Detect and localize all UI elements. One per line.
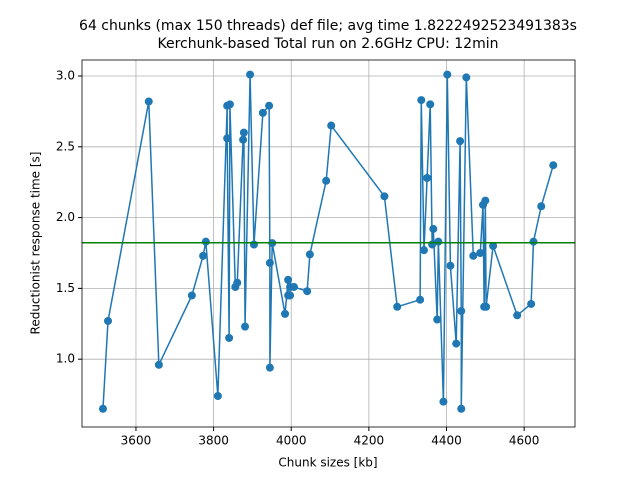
data-point — [529, 237, 538, 246]
x-tick-label: 4400 — [431, 434, 462, 448]
data-point — [482, 302, 491, 311]
chart-title: 64 chunks (max 150 threads) def file; av… — [79, 18, 577, 34]
y-axis-label: Reductionist response time [s] — [29, 152, 43, 335]
data-point — [443, 70, 452, 79]
data-point — [537, 202, 546, 211]
data-point — [527, 299, 536, 308]
data-point — [549, 161, 558, 170]
data-point — [469, 251, 478, 260]
y-tick-label: 1.5 — [56, 281, 75, 295]
data-point — [327, 121, 336, 130]
data-point — [462, 73, 471, 82]
data-point — [416, 295, 425, 304]
data-point — [239, 128, 248, 137]
data-point — [305, 250, 314, 259]
data-point — [225, 100, 234, 109]
data-point — [201, 237, 210, 246]
data-point — [426, 100, 435, 109]
data-point — [419, 246, 428, 255]
data-point — [513, 311, 522, 320]
data-point — [481, 196, 490, 205]
x-tick-label: 3600 — [121, 434, 152, 448]
plot-frame — [81, 59, 576, 428]
x-axis-label: Chunk sizes [kb] — [278, 456, 377, 470]
data-point — [303, 287, 312, 296]
data-point — [233, 278, 242, 287]
data-point — [476, 248, 485, 257]
data-point — [286, 291, 295, 300]
data-point — [284, 275, 293, 284]
data-point — [246, 70, 255, 79]
x-tick-label: 3800 — [198, 434, 229, 448]
data-point — [241, 322, 250, 331]
data-point — [322, 176, 331, 185]
data-point — [446, 261, 455, 270]
y-tick-label: 2.5 — [56, 139, 75, 153]
data-point — [187, 291, 196, 300]
data-point — [249, 240, 258, 249]
data-point — [393, 302, 402, 311]
data-point — [489, 241, 498, 250]
data-point — [265, 258, 274, 267]
x-tick-label: 4600 — [509, 434, 540, 448]
data-point — [456, 137, 465, 146]
data-point — [417, 96, 426, 105]
chart-subtitle: Kerchunk-based Total run on 2.6GHz CPU: … — [157, 36, 498, 52]
data-point — [423, 173, 432, 182]
data-point — [429, 224, 438, 233]
data-point — [199, 251, 208, 260]
data-point — [434, 237, 443, 246]
data-point — [144, 97, 153, 106]
x-tick-label: 4000 — [276, 434, 307, 448]
data-point — [457, 404, 466, 413]
data-point — [223, 134, 232, 143]
data-point — [281, 309, 290, 318]
x-tick-label: 4200 — [354, 434, 385, 448]
data-point — [154, 360, 163, 369]
y-tick-label: 1.0 — [56, 352, 75, 366]
data-point — [380, 192, 389, 201]
data-point — [239, 135, 248, 144]
data-point — [213, 391, 222, 400]
data-point — [289, 282, 298, 291]
data-point — [433, 315, 442, 324]
data-point — [265, 101, 274, 110]
y-tick-label: 2.0 — [56, 210, 75, 224]
data-point — [104, 316, 113, 325]
data-point — [258, 108, 267, 117]
data-point — [439, 397, 448, 406]
data-point — [225, 333, 234, 342]
data-point — [452, 339, 461, 348]
data-point — [265, 363, 274, 372]
y-tick-label: 3.0 — [56, 68, 75, 82]
data-point — [98, 404, 107, 413]
data-point — [457, 307, 466, 316]
